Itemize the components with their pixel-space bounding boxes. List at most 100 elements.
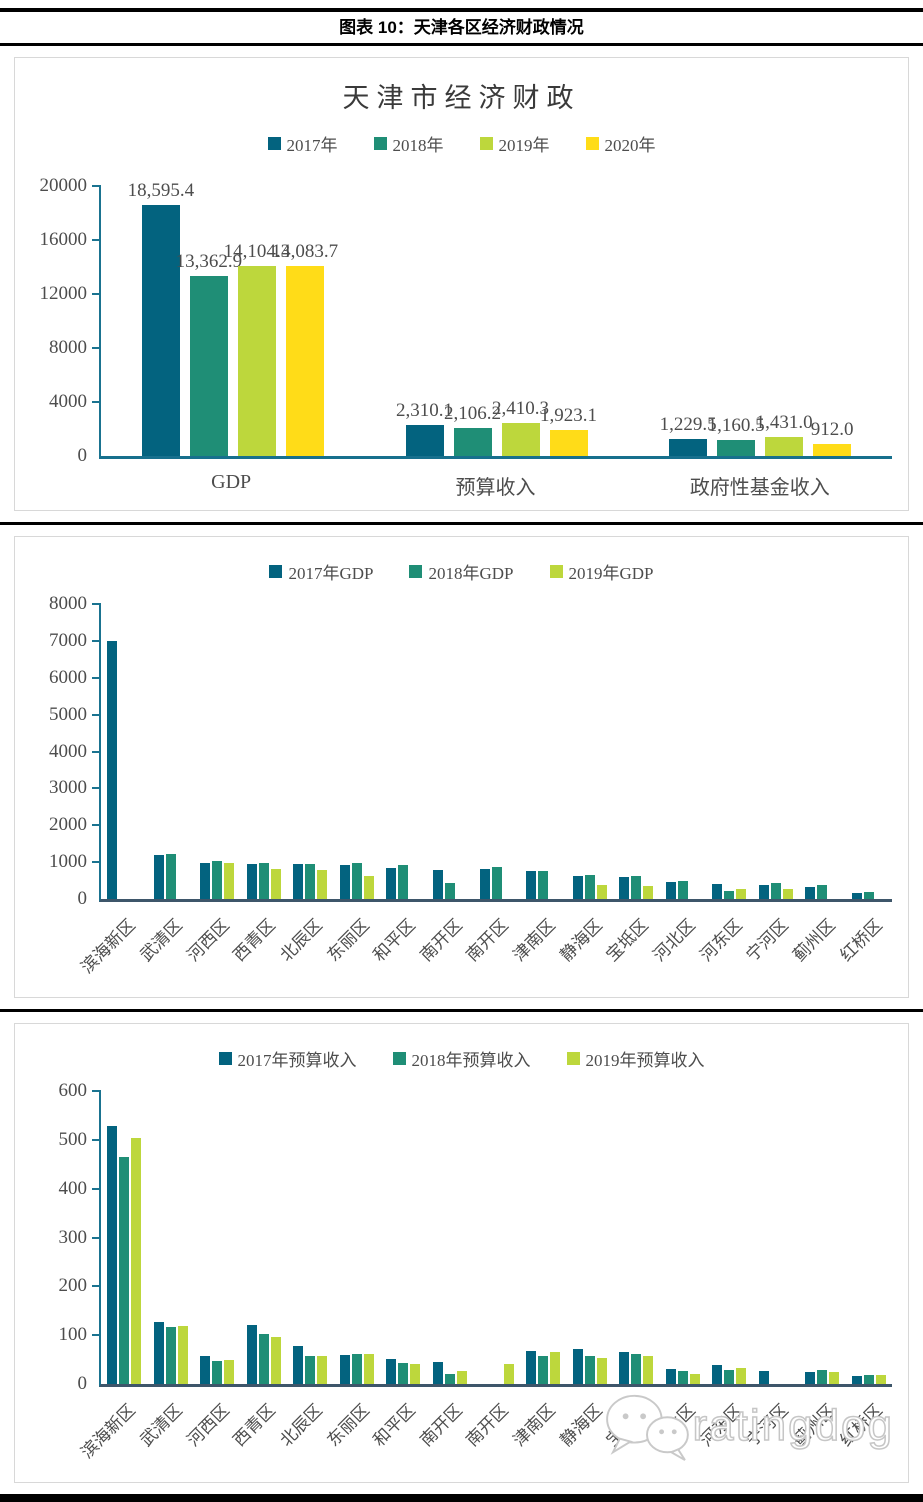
bar-group bbox=[752, 1091, 799, 1384]
y-tick-label: 1000 bbox=[49, 851, 87, 873]
y-tick-label: 4000 bbox=[49, 391, 87, 412]
bar-group bbox=[613, 1091, 660, 1384]
bar bbox=[526, 1350, 537, 1384]
y-axis-labels: 0 100 200 300 400 500 600 bbox=[15, 1081, 99, 1394]
bar bbox=[712, 1365, 723, 1384]
bar-group bbox=[473, 604, 520, 899]
bar-value-label: 18,595.4 bbox=[127, 179, 195, 201]
plot-area: 18,595.4 13,362.9 14,104.3 14,083.7 2,310.1 2… bbox=[92, 180, 892, 459]
y-tick-mark bbox=[92, 676, 101, 679]
y-tick-mark bbox=[92, 401, 101, 403]
y-tick-label: 600 bbox=[58, 1080, 88, 1101]
bar bbox=[444, 1374, 455, 1384]
legend-label: 2018年 bbox=[392, 136, 444, 155]
bar-group bbox=[659, 1091, 706, 1384]
y-tick-mark bbox=[92, 1187, 101, 1190]
bar bbox=[526, 870, 537, 899]
bar bbox=[736, 1368, 747, 1384]
bar: 1,229.5 bbox=[660, 414, 717, 456]
y-tick-label: 20000 bbox=[39, 175, 88, 196]
bar-group bbox=[520, 604, 567, 899]
bar-group bbox=[706, 1091, 753, 1384]
bar-group bbox=[659, 604, 706, 899]
bar bbox=[165, 1327, 176, 1384]
bar bbox=[572, 1349, 583, 1384]
bar bbox=[538, 870, 549, 899]
legend-item: 2017年 bbox=[267, 131, 338, 156]
bar bbox=[165, 853, 176, 899]
bar: 1,431.0 bbox=[756, 412, 813, 456]
legend-label: 2019年 bbox=[498, 136, 550, 155]
bar-group bbox=[194, 604, 241, 899]
bar bbox=[851, 1376, 862, 1384]
bar: 14,104.3 bbox=[224, 241, 290, 456]
legend-label: 2019年GDP bbox=[568, 564, 654, 583]
bar bbox=[689, 1373, 700, 1384]
bar bbox=[432, 1361, 443, 1384]
y-tick-label: 2000 bbox=[49, 814, 87, 836]
bar-group bbox=[752, 604, 799, 899]
bar-value-label: 1,229.5 bbox=[659, 414, 717, 436]
bar-group bbox=[334, 604, 381, 899]
chart-budget-by-district: 2017年预算收入 2018年预算收入 2019年预算收入 0 100 200 300 400… bbox=[15, 1046, 908, 1482]
legend-label: 2018年GDP bbox=[428, 564, 514, 583]
bar bbox=[782, 889, 793, 899]
bar-value-label: 912.0 bbox=[810, 418, 854, 440]
y-tick-label: 400 bbox=[58, 1177, 88, 1199]
bar bbox=[317, 869, 328, 899]
bar bbox=[677, 1370, 688, 1384]
y-axis-labels: 0 4000 8000 12000 16000 20000 bbox=[15, 176, 99, 466]
bar bbox=[107, 640, 118, 899]
bar bbox=[665, 882, 676, 899]
bar bbox=[724, 1369, 735, 1384]
bar-group bbox=[566, 1091, 613, 1384]
bar bbox=[293, 863, 304, 899]
bar-value-label: 14,083.7 bbox=[271, 240, 339, 262]
bar-groups bbox=[101, 604, 892, 899]
bar bbox=[805, 886, 816, 899]
legend-label: 2017年预算收入 bbox=[237, 1051, 357, 1070]
x-axis-label: 预算收入 bbox=[455, 477, 536, 499]
plot-column: 18,595.4 13,362.9 14,104.3 14,083.7 2,310.1 2… bbox=[92, 180, 892, 500]
plot-column: 滨海新区 武清区 河西区 西青区 北辰区 东丽区 和平区 南开区 南开区 津南区 静海区 宝坻区 河北区… bbox=[78, 603, 892, 997]
y-tick-mark bbox=[92, 1090, 101, 1092]
bar-group bbox=[241, 604, 288, 899]
bar bbox=[153, 854, 164, 899]
bar-group bbox=[241, 1091, 288, 1384]
bar-group bbox=[287, 604, 334, 899]
bar-group bbox=[101, 604, 148, 899]
bar bbox=[246, 1325, 257, 1384]
bar bbox=[270, 1336, 281, 1384]
bar bbox=[736, 888, 747, 899]
bar bbox=[432, 869, 443, 899]
bar bbox=[875, 1374, 886, 1384]
bar-group bbox=[380, 1091, 427, 1384]
bar bbox=[584, 1356, 595, 1384]
chart-tianjin-summary: 天津市经济财政 2017年 2018年 2019年 2020年 0 4000 8000 1200… bbox=[15, 58, 908, 500]
bar bbox=[538, 1355, 549, 1384]
legend-label: 2017年GDP bbox=[288, 564, 374, 583]
bar bbox=[724, 891, 735, 899]
y-tick-label: 5000 bbox=[49, 703, 87, 725]
legend-item: 2017年GDP bbox=[269, 559, 373, 584]
bar-group bbox=[427, 1091, 474, 1384]
y-tick-mark bbox=[92, 787, 101, 790]
x-axis-label: 政府性基金收入 bbox=[689, 477, 830, 499]
bar bbox=[153, 1321, 164, 1384]
bar bbox=[339, 864, 350, 899]
legend-item: 2019年预算收入 bbox=[566, 1046, 705, 1071]
y-tick-label: 8000 bbox=[49, 337, 87, 358]
bar: 1,160.5 bbox=[708, 415, 765, 456]
bar bbox=[643, 886, 654, 899]
bar bbox=[805, 1371, 816, 1384]
y-tick-mark bbox=[92, 1236, 101, 1239]
legend-item: 2020年 bbox=[585, 131, 656, 156]
summary-chart-panel: 天津市经济财政 2017年 2018年 2019年 2020年 0 4000 8000 1200… bbox=[14, 57, 909, 511]
bar bbox=[631, 1354, 642, 1384]
bar bbox=[200, 862, 211, 899]
legend-swatch bbox=[269, 565, 283, 578]
bar bbox=[631, 875, 642, 899]
legend-swatch bbox=[373, 137, 387, 150]
legend-swatch bbox=[585, 137, 599, 150]
y-tick-label: 0 bbox=[77, 1373, 88, 1394]
